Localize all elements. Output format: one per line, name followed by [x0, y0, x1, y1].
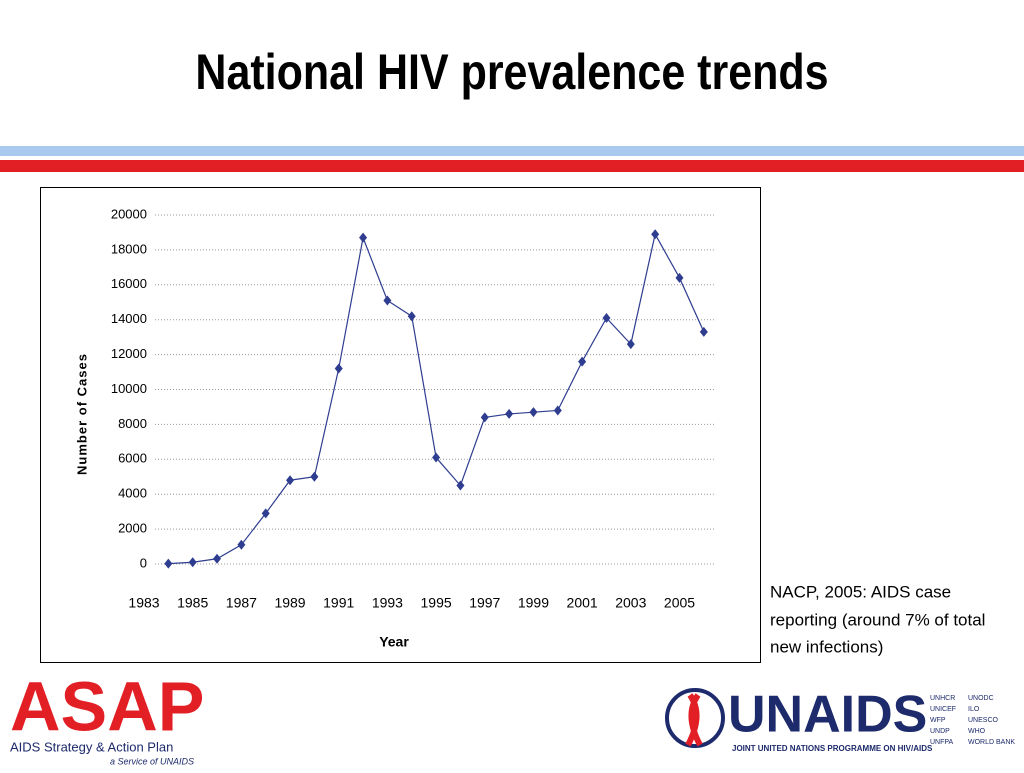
- point: [164, 558, 173, 569]
- asap-service: a Service of UNAIDS: [110, 756, 194, 766]
- point: [480, 412, 489, 423]
- y-tick-label: 16000: [111, 276, 147, 291]
- partner: WFP: [930, 717, 946, 724]
- point: [456, 480, 465, 491]
- slide-title: National HIV prevalence trends: [195, 44, 828, 100]
- point: [699, 326, 708, 337]
- asap-logo: ASAP: [10, 667, 204, 745]
- x-tick-label: 1995: [421, 595, 452, 611]
- unaids-logo: UNAIDS: [728, 686, 927, 744]
- x-tick-label: 1991: [323, 595, 354, 611]
- note-line: new infections): [770, 637, 883, 656]
- point: [359, 232, 368, 243]
- y-tick-label: 18000: [111, 241, 147, 256]
- x-tick-label: 2003: [615, 595, 646, 611]
- x-tick-label: 2001: [567, 595, 598, 611]
- y-tick-label: 8000: [118, 416, 147, 431]
- y-tick-label: 2000: [118, 521, 147, 536]
- point: [261, 508, 270, 519]
- point: [237, 539, 246, 550]
- x-tick-label: 2005: [664, 595, 695, 611]
- y-tick-label: 4000: [118, 486, 147, 501]
- partner: UNDP: [930, 728, 950, 735]
- partners: UNHCR UNICEF WFP UNDP UNFPA UNODC ILO UNESCO WHO…: [930, 695, 1015, 746]
- chart-frame: [40, 187, 761, 663]
- partner: UNHCR: [930, 695, 955, 702]
- point: [626, 339, 635, 350]
- partner: ILO: [968, 706, 980, 713]
- point: [505, 408, 514, 419]
- point: [383, 295, 392, 306]
- point: [432, 452, 441, 463]
- y-tick-label: 14000: [111, 311, 147, 326]
- y-tick-label: 20000: [111, 206, 147, 221]
- y-axis-label: Number of Cases: [74, 353, 89, 475]
- x-tick-label: 1993: [372, 595, 403, 611]
- point: [529, 407, 538, 418]
- point: [553, 405, 562, 416]
- partner: UNICEF: [930, 706, 956, 713]
- x-tick-label: 1987: [226, 595, 257, 611]
- x-axis-label: Year: [379, 634, 409, 650]
- partner: UNODC: [968, 695, 994, 702]
- x-tick-label: 1985: [177, 595, 208, 611]
- unaids-tagline: JOINT UNITED NATIONS PROGRAMME ON HIV/AI…: [732, 744, 933, 753]
- partner: WHO: [968, 728, 986, 735]
- y-tick-label: 0: [140, 555, 147, 570]
- asap-tagline: AIDS Strategy & Action Plan: [10, 739, 173, 754]
- red-band: [0, 160, 1024, 172]
- note-line: reporting (around 7% of total: [770, 610, 985, 629]
- x-tick-label: 1989: [274, 595, 305, 611]
- partner: WORLD BANK: [968, 739, 1015, 746]
- y-tick-label: 10000: [111, 381, 147, 396]
- point: [602, 312, 611, 323]
- point: [213, 553, 222, 564]
- point: [578, 356, 587, 367]
- x-tick-label: 1983: [128, 595, 159, 611]
- point: [407, 311, 416, 322]
- x-tick-label: 1997: [469, 595, 500, 611]
- point: [334, 363, 343, 374]
- y-tick-label: 6000: [118, 451, 147, 466]
- blue-band: [0, 146, 1024, 156]
- point: [286, 475, 295, 486]
- y-tick-label: 12000: [111, 346, 147, 361]
- point: [651, 229, 660, 240]
- point: [188, 557, 197, 568]
- partner: UNESCO: [968, 717, 999, 724]
- ribbon: [685, 693, 703, 747]
- partner: UNFPA: [930, 739, 954, 746]
- note-line: NACP, 2005: AIDS case: [770, 582, 951, 601]
- x-tick-label: 1999: [518, 595, 549, 611]
- point: [675, 272, 684, 283]
- point: [310, 471, 319, 482]
